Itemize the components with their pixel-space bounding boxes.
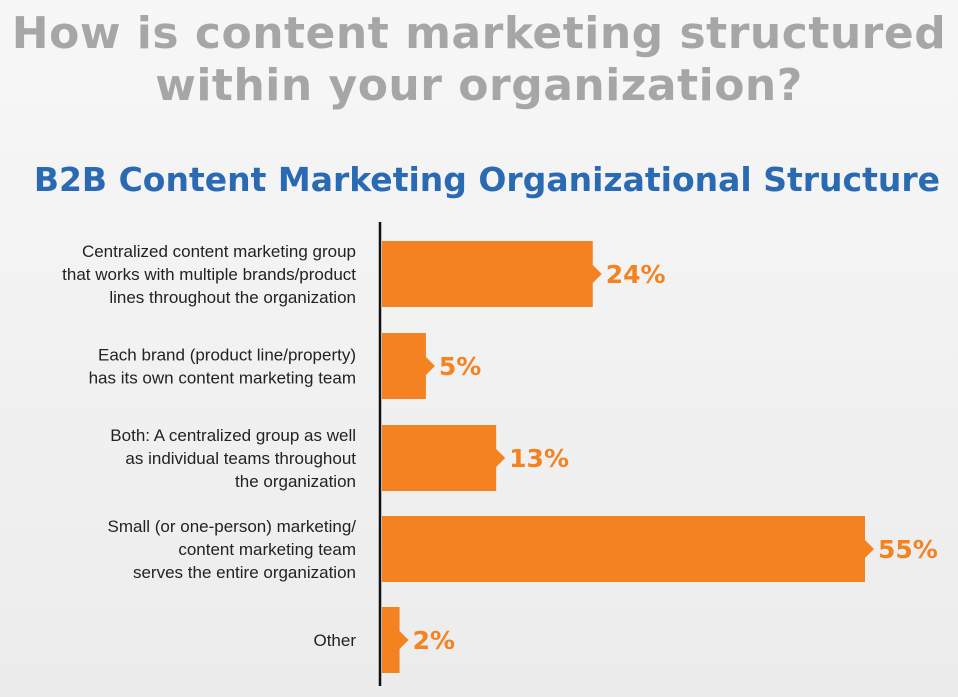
- bar-2: [382, 333, 435, 399]
- chart-title: B2B Content Marketing Organizational Str…: [33, 160, 940, 199]
- category-label-3: Both: A centralized group as well as indi…: [110, 426, 356, 491]
- headline-line-2: within your organization?: [155, 60, 803, 111]
- value-label-1: 24%: [606, 260, 666, 289]
- value-label-2: 5%: [439, 352, 481, 381]
- headline-line-1: How is content marketing structured: [11, 8, 947, 59]
- bar-4: [382, 516, 874, 582]
- bar-3: [382, 425, 506, 491]
- category-label-2: Each brand (product line/property) has it…: [89, 346, 356, 388]
- headline: How is content marketing structured with…: [0, 8, 958, 112]
- value-label-5: 2%: [413, 626, 455, 655]
- category-label-4: Small (or one-person) marketing/content …: [108, 517, 357, 582]
- bar-1: [382, 241, 602, 307]
- category-label-1: Centralized content marketing group that …: [62, 242, 356, 307]
- bar-5: [382, 607, 409, 673]
- value-label-3: 13%: [509, 444, 569, 473]
- value-label-4: 55%: [878, 535, 938, 564]
- category-label-5: Other: [313, 631, 356, 650]
